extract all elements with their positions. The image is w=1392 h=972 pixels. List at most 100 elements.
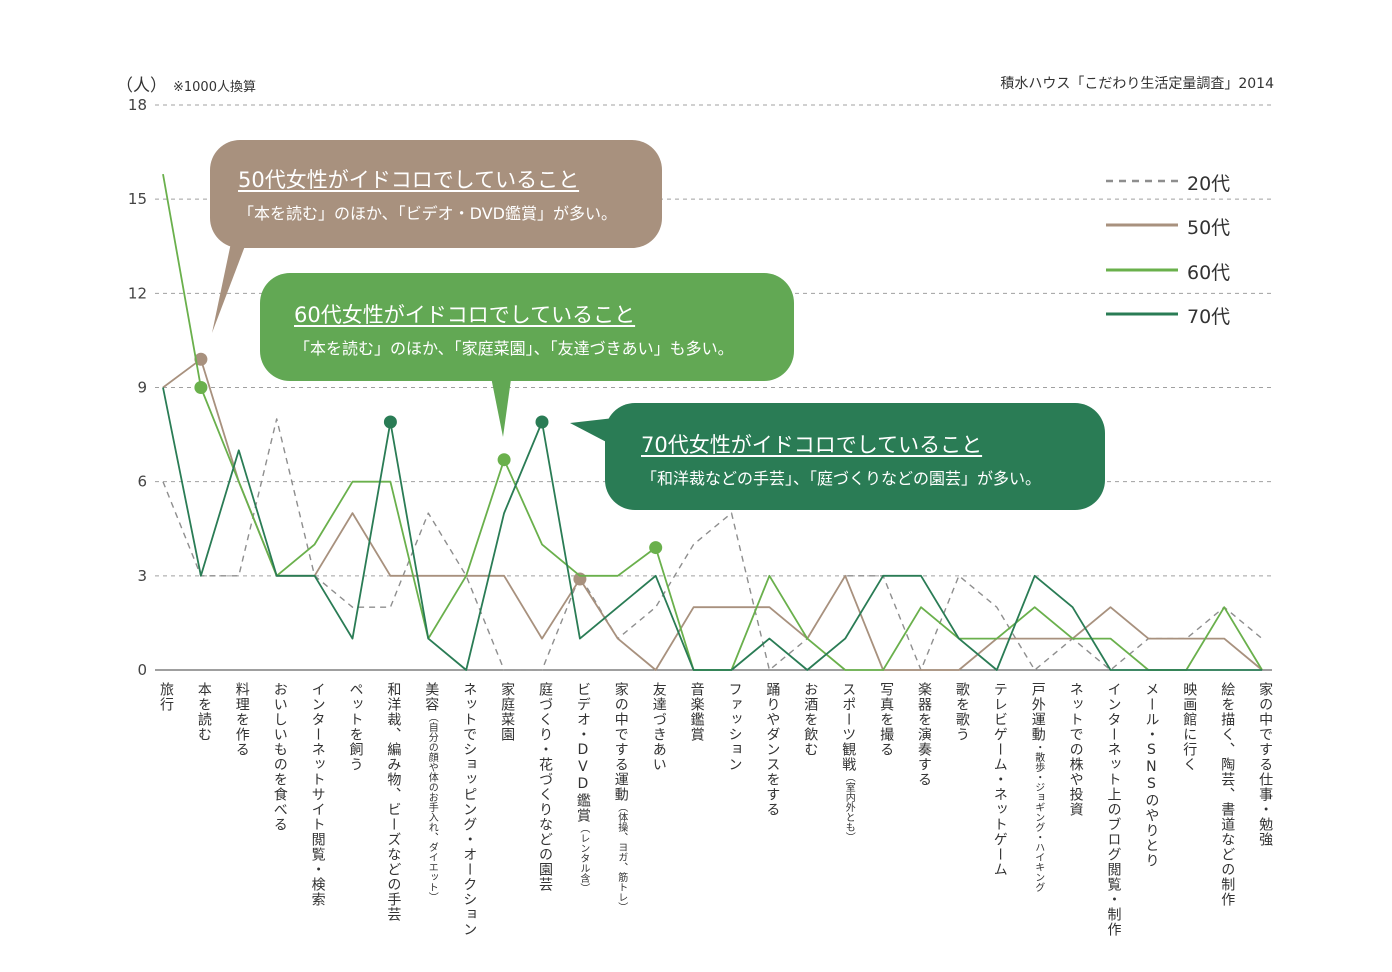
y-tick-label: 9 (137, 379, 147, 397)
callout-70: 70代女性がイドコロでしていること 「和洋裁などの手芸」、「庭づくりなどの園芸」… (605, 403, 1105, 510)
x-tick-label: テレビゲーム・ネットゲーム (987, 682, 1008, 877)
callout-60-title: 60代女性がイドコロでしていること (294, 303, 636, 327)
x-tick-label: スポーツ観戦（室内外とも） (835, 682, 857, 842)
y-tick-label: 6 (137, 473, 147, 491)
x-tick-label-text: 踊りやダンスをする (764, 682, 781, 817)
callout-60-pointer (490, 372, 512, 437)
legend-label-60代: 60代 (1187, 262, 1231, 284)
highlight-point-70代-和洋裁、編み物、ビーズなどの手芸 (383, 415, 397, 429)
x-tick-label: ビデオ・DVD鑑賞（レンタル含） (570, 682, 591, 893)
callout-50-pointer (212, 238, 248, 333)
x-tick-label-text: 映画館に行く (1181, 682, 1198, 772)
x-tick-label: 本を読む (191, 682, 212, 742)
series-line-50代 (162, 358, 1263, 671)
x-tick-label-text: インターネットサイト閲覧・検索 (309, 682, 326, 907)
x-tick-label: 音楽鑑賞 (684, 682, 705, 742)
x-tick-label: 絵を描く、陶芸、書道などの制作 (1214, 682, 1235, 907)
x-tick-label-text: お酒を飲む (802, 682, 819, 757)
x-tick-label-text: 家庭菜園 (499, 682, 516, 742)
callout-60-body: 「本を読む」のほか、「家庭菜園」、「友達づきあい」も多い。 (294, 339, 734, 358)
x-tick-label-text: ネットでショッピング・オークション (461, 682, 478, 937)
x-tick-label: 料理を作る (229, 682, 250, 757)
source-label: 積水ハウス「こだわり生活定量調査」2014 (1000, 76, 1274, 92)
x-tick-label-text: メール・SNSのやりとり (1143, 682, 1160, 868)
callout-70-title: 70代女性がイドコロでしていること (641, 433, 983, 457)
x-tick-label: 庭づくり・花づくりなどの園芸 (532, 682, 553, 892)
unit-note: ※1000人換算 (173, 80, 256, 95)
x-tick-label: おいしいものを食べる (267, 682, 288, 832)
highlight-point-50代-本を読む (194, 352, 208, 366)
highlight-point-60代-本を読む (194, 381, 208, 394)
x-tick-label: 和洋裁、編み物、ビーズなどの手芸 (380, 682, 402, 922)
x-tick-label-text: ビデオ・DVD鑑賞 (574, 682, 591, 823)
x-tick-label: メール・SNSのやりとり (1138, 682, 1160, 868)
x-tick-label-text: ネットでの株や投資 (1067, 682, 1084, 817)
x-tick-label-text: 本を読む (195, 682, 212, 742)
y-axis-ticks: 0 3 6 9 12 15 18 (128, 96, 147, 679)
x-tick-label-text: 和洋裁、編み物、ビーズなどの手芸 (385, 682, 402, 922)
x-tick-label: 写真を撮る (873, 682, 895, 757)
x-tick-label-text: テレビゲーム・ネットゲーム (991, 682, 1008, 877)
series-lines (162, 173, 1263, 671)
x-tick-label-text: 家の中でする仕事・勉強 (1257, 682, 1274, 847)
x-tick-label-note: （レンタル含） (577, 823, 589, 893)
x-tick-label-text: 旅行 (158, 682, 174, 712)
x-tick-label: インターネット上のブログ閲覧・制作 (1101, 682, 1122, 937)
x-tick-label-text: 戸外運動 (1029, 682, 1046, 742)
x-tick-label: ファッション (722, 682, 743, 772)
x-tick-label-text: 楽器を演奏する (916, 682, 932, 787)
x-tick-label-note: （体操、ヨガ、筋トレ） (615, 802, 627, 912)
callout-60: 60代女性がイドコロでしていること 「本を読む」のほか、「家庭菜園」、「友達づき… (260, 273, 794, 381)
unit-label: （人） (116, 76, 167, 96)
legend-label-20代: 20代 (1187, 173, 1231, 195)
y-tick-label: 0 (137, 661, 147, 679)
callout-50-body: 「本を読む」のほか、「ビデオ・DVD鑑賞」が多い。 (238, 204, 617, 223)
x-tick-label: 楽器を演奏する (911, 682, 932, 787)
legend-label-50代: 50代 (1187, 217, 1231, 239)
callout-50: 50代女性がイドコロでしていること 「本を読む」のほか、「ビデオ・DVD鑑賞」が… (210, 140, 662, 248)
x-tick-label-text: 料理を作る (233, 682, 250, 757)
x-tick-label-text: 写真を撮る (878, 682, 895, 757)
x-tick-label: 美容（自分の顔や体のお手入れ、ダイエット） (418, 682, 440, 902)
x-tick-label-text: スポーツ観戦 (840, 682, 857, 772)
highlight-point-70代-庭づくり・花づくりなどの園芸 (535, 415, 549, 429)
highlight-point-60代-友達づきあい (649, 541, 663, 555)
callout-70-pointer (570, 418, 614, 446)
x-tick-label: 家の中でする運動（体操、ヨガ、筋トレ） (608, 682, 629, 912)
callout-50-title: 50代女性がイドコロでしていること (238, 168, 580, 192)
x-tick-label-text: 庭づくり・花づくりなどの園芸 (537, 682, 553, 892)
x-tick-label-note: （室内外とも） (843, 772, 855, 842)
x-tick-label-text: インターネット上のブログ閲覧・制作 (1105, 682, 1122, 937)
x-tick-label-text: 美容 (423, 682, 440, 712)
highlight-point-60代-家庭菜園 (497, 453, 511, 467)
series-line-70代 (162, 387, 1263, 671)
x-tick-label-text: 音楽鑑賞 (688, 682, 705, 742)
y-tick-label: 15 (128, 190, 147, 208)
x-tick-label: インターネットサイト閲覧・検索 (305, 682, 326, 907)
y-tick-label: 12 (128, 284, 147, 302)
x-tick-label: ネットでショッピング・オークション (456, 682, 478, 937)
x-tick-label: お酒を飲む (797, 682, 819, 757)
x-tick-label: 家の中でする仕事・勉強 (1252, 682, 1274, 847)
series-line-20代 (162, 418, 1263, 671)
x-tick-label-note: （自分の顔や体のお手入れ、ダイエット） (426, 712, 438, 902)
y-tick-label: 3 (137, 567, 147, 585)
x-tick-label: 旅行 (153, 682, 174, 712)
x-tick-label: 踊りやダンスをする (759, 682, 781, 817)
legend-label-70代: 70代 (1187, 306, 1231, 328)
x-tick-label-text: 友達づきあい (650, 682, 667, 772)
y-axis-unit: （人） ※1000人換算 (116, 71, 256, 96)
x-tick-label-text: ペットを飼う (347, 682, 364, 772)
y-tick-label: 18 (128, 96, 147, 114)
highlight-point-50代-ビデオ・DVD鑑賞 (573, 572, 587, 586)
x-tick-label-text: おいしいものを食べる (271, 682, 288, 832)
legend (1106, 179, 1178, 316)
callout-70-body: 「和洋裁などの手芸」、「庭づくりなどの園芸」が多い。 (641, 469, 1042, 488)
x-tick-label: ネットでの株や投資 (1063, 682, 1084, 817)
x-tick-label: 家庭菜園 (494, 682, 516, 742)
x-tick-label: 歌を歌う (949, 682, 970, 742)
x-tick-label: 戸外運動・散歩・ジョギング・ハイキング (1025, 682, 1046, 892)
x-tick-label: 友達づきあい (646, 682, 667, 772)
x-tick-label-text: 家の中でする運動 (612, 682, 629, 802)
